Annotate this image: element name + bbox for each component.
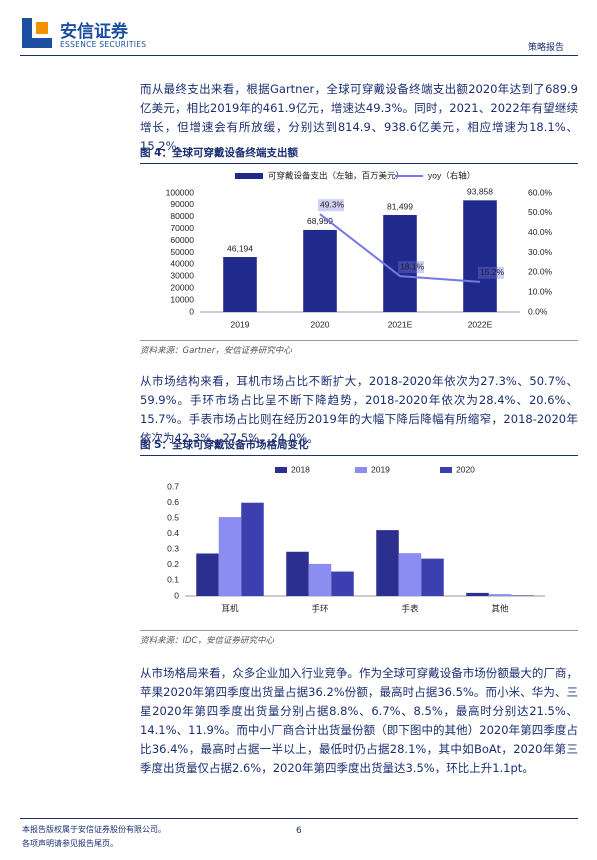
label-bg bbox=[478, 266, 504, 279]
legend-swatch bbox=[275, 467, 287, 473]
bar bbox=[398, 553, 422, 596]
y-tick-label: 0.4 bbox=[167, 528, 179, 538]
y-tick-label: 40000 bbox=[170, 259, 194, 269]
bar bbox=[511, 595, 534, 596]
data-label: 81,499 bbox=[387, 201, 413, 211]
bar bbox=[331, 571, 354, 596]
bar bbox=[308, 563, 332, 596]
bar bbox=[376, 530, 399, 596]
y-tick-label: 0 bbox=[189, 306, 194, 316]
data-label: 93,858 bbox=[467, 187, 493, 197]
data-label: 49.3% bbox=[320, 199, 345, 209]
paragraph: 从市场结构来看，耳机市场占比不断扩大，2018-2020年依次为27.3%、50… bbox=[140, 374, 578, 445]
x-tick-label: 2022E bbox=[468, 319, 493, 329]
y-tick-label: 0.3 bbox=[167, 544, 179, 554]
figure-source: 资料来源：IDC，安信证券研究中心 bbox=[140, 630, 578, 646]
y2-tick-label: 0.0% bbox=[528, 306, 548, 316]
page-number: 6 bbox=[296, 826, 302, 836]
x-tick-label: 手表 bbox=[401, 603, 419, 613]
line bbox=[319, 213, 481, 283]
bar bbox=[241, 502, 264, 596]
y2-tick-label: 30.0% bbox=[528, 247, 553, 257]
x-tick-label: 2020 bbox=[311, 319, 330, 329]
bar bbox=[421, 558, 444, 596]
y-tick-label: 90000 bbox=[170, 199, 194, 209]
figure-caption: 图 4：全球可穿戴设备终端支出额 bbox=[140, 145, 578, 164]
data-label: 15.2% bbox=[480, 267, 505, 277]
legend-label: yoy（右轴） bbox=[428, 170, 475, 180]
y-tick-label: 60000 bbox=[170, 235, 194, 245]
y-tick-label: 0.7 bbox=[167, 481, 179, 491]
data-label: 68,959 bbox=[307, 216, 333, 226]
figure-source: 资料来源：Gartner，安信证券研究中心 bbox=[140, 340, 578, 356]
x-tick-label: 耳机 bbox=[221, 603, 239, 613]
data-label: 18.1% bbox=[400, 261, 425, 271]
legend-label: 2020 bbox=[456, 464, 475, 474]
x-tick-label: 其他 bbox=[491, 603, 509, 613]
y2-tick-label: 60.0% bbox=[528, 187, 553, 197]
chart: 0 0.1 0.2 0.3 0.4 0.5 0.6 0.7 耳机 手环 手表 其他 2018 2019 20… bbox=[167, 464, 545, 613]
header-rule bbox=[20, 55, 578, 56]
x-tick-label: 手环 bbox=[311, 603, 329, 613]
bar bbox=[196, 553, 219, 596]
figure-caption: 图 5：全球可穿戴设备市场格局变化 bbox=[140, 437, 578, 456]
y-tick-label: 0.6 bbox=[167, 497, 179, 507]
x-tick-label: 2019 bbox=[231, 319, 250, 329]
y-tick-label: 70000 bbox=[170, 223, 194, 233]
y-tick-label: 80000 bbox=[170, 211, 194, 221]
legend-swatch bbox=[235, 173, 263, 179]
paragraph: 而从最终支出来看，根据Gartner，全球可穿戴设备终端支出额2020年达到了6… bbox=[140, 82, 578, 153]
bar bbox=[383, 215, 417, 312]
y2-tick-label: 50.0% bbox=[528, 207, 553, 217]
y-tick-label: 0.2 bbox=[167, 559, 179, 569]
y-tick-label: 0 bbox=[174, 590, 179, 600]
label-bg bbox=[318, 199, 344, 212]
y2-tick-label: 20.0% bbox=[528, 267, 553, 277]
legend-label: 2018 bbox=[291, 464, 310, 474]
y-tick-label: 10000 bbox=[170, 294, 194, 304]
y-tick-label: 0.1 bbox=[167, 575, 179, 585]
company: 安信证券 bbox=[60, 22, 128, 42]
legend-label: 可穿戴设备支出（左轴，百万美元） bbox=[268, 170, 404, 180]
bar bbox=[488, 594, 512, 596]
y-tick-label: 50000 bbox=[170, 247, 194, 257]
company-en: ESSENCE SECURITIES bbox=[60, 40, 147, 49]
legend-label: 2019 bbox=[371, 464, 390, 474]
x-tick-label: 2021E bbox=[388, 319, 413, 329]
bar bbox=[463, 200, 497, 312]
y-tick-label: 100000 bbox=[166, 187, 195, 197]
bar bbox=[286, 551, 309, 596]
y2-tick-label: 40.0% bbox=[528, 227, 553, 237]
footer-rule bbox=[20, 818, 578, 819]
footer-text: 各项声明请参见报告尾页。 bbox=[22, 839, 118, 848]
logo bbox=[22, 18, 52, 48]
bar bbox=[466, 592, 489, 596]
y-tick-label: 30000 bbox=[170, 271, 194, 281]
bar bbox=[223, 257, 257, 312]
legend-swatch bbox=[355, 467, 367, 473]
footer-text: 本报告版权属于安信证券股份有限公司。 bbox=[22, 825, 166, 834]
label-bg bbox=[398, 261, 424, 274]
legend-swatch bbox=[440, 467, 452, 473]
y-tick-label: 0.5 bbox=[167, 512, 179, 522]
report-type: 策略报告 bbox=[528, 43, 565, 53]
paragraph: 从市场格局来看，众多企业加入行业竞争。作为全球可穿戴设备市场份额最大的厂商，苹果… bbox=[140, 666, 578, 775]
data-label: 46,194 bbox=[227, 243, 253, 253]
bar bbox=[303, 229, 337, 312]
y-tick-label: 20000 bbox=[170, 282, 194, 292]
y2-tick-label: 10.0% bbox=[528, 286, 553, 296]
bar bbox=[218, 517, 242, 596]
